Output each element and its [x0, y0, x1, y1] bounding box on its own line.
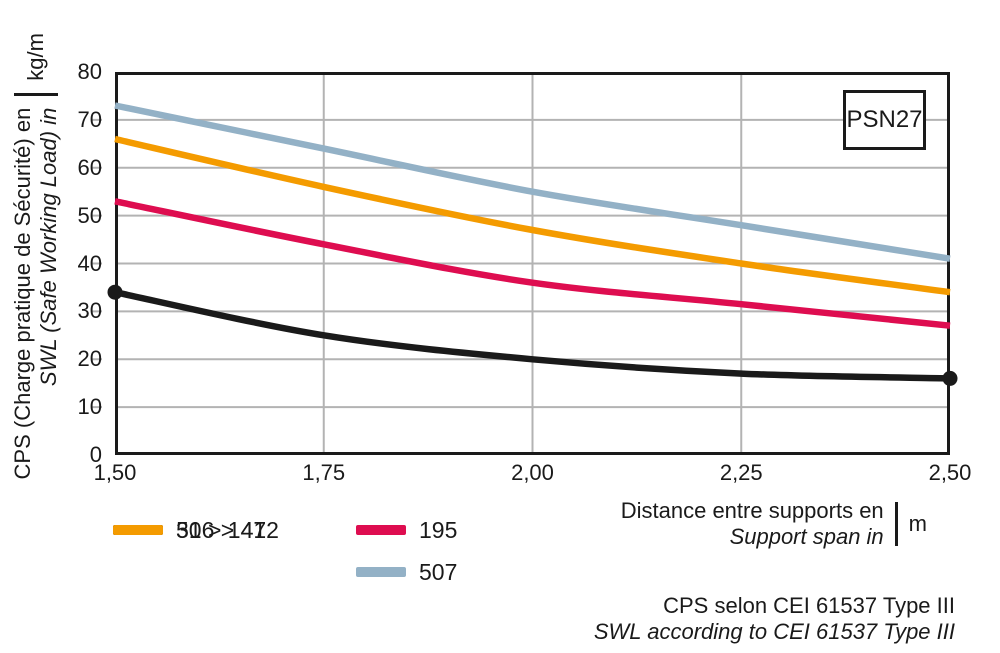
legend-item-316-412: 316 > 412	[113, 516, 279, 543]
product-code-label: PSN27	[846, 106, 923, 133]
y-tick-label-40: 40	[77, 250, 102, 276]
y-tick-label-60: 60	[77, 154, 102, 180]
legend-label: 316 > 412	[176, 516, 279, 543]
x-axis-unit: m	[908, 510, 927, 536]
legend: 50 > 147 316 > 412 195 507	[113, 516, 613, 588]
plot-area	[92, 72, 958, 455]
series-dot-end-50-147	[942, 370, 958, 386]
legend-label: 50 > 147	[176, 516, 267, 543]
series-line-195	[114, 198, 951, 329]
x-axis-title-en: Support span in	[729, 523, 884, 549]
legend-swatch-pink	[356, 525, 406, 535]
x-tick-label-2,00: 2,00	[511, 460, 554, 485]
series-line-50-147	[114, 289, 951, 382]
legend-label: 507	[419, 558, 458, 585]
legend-swatch-orange	[113, 525, 163, 535]
x-axis-title: Distance entre supports en Support span …	[621, 498, 927, 549]
y-tick-label-0: 0	[89, 442, 102, 467]
legend-label: 195	[419, 516, 458, 543]
x-tick-label-1,75: 1,75	[302, 460, 346, 485]
legend-swatch-blue	[356, 567, 406, 577]
standard-note-fr: CPS selon CEI 61537 Type III	[663, 593, 955, 618]
product-code-box: PSN27	[843, 90, 926, 150]
y-tick-label-70: 70	[77, 106, 102, 132]
y-unit-separator-bar	[14, 92, 58, 96]
series-line-316-412	[114, 135, 951, 296]
y-tick-label-50: 50	[77, 202, 102, 228]
y-tick-label-80: 80	[77, 59, 102, 84]
y-tick-label-30: 30	[77, 298, 102, 324]
plot-frame	[115, 72, 950, 455]
series-line-507	[114, 102, 951, 262]
legend-item-507: 507	[356, 558, 458, 585]
standard-note: CPS selon CEI 61537 Type III SWL accordi…	[594, 593, 955, 644]
y-tick-label-10: 10	[77, 394, 102, 420]
y-tick-label-20: 20	[77, 346, 102, 372]
x-tick-label-1,50: 1,50	[93, 460, 137, 485]
x-tick-label-2,25: 2,25	[719, 460, 763, 485]
x-axis-title-fr: Distance entre supports en	[620, 498, 884, 523]
series-dot-start-50-147	[107, 284, 123, 300]
legend-item-195: 195	[356, 516, 458, 543]
x-axis-title-text: Distance entre supports en Support span …	[621, 498, 884, 549]
x-unit-separator-bar	[894, 501, 898, 546]
standard-note-en: SWL according to CEI 61537 Type III	[593, 618, 955, 644]
x-tick-label-2,50: 2,50	[928, 460, 972, 485]
